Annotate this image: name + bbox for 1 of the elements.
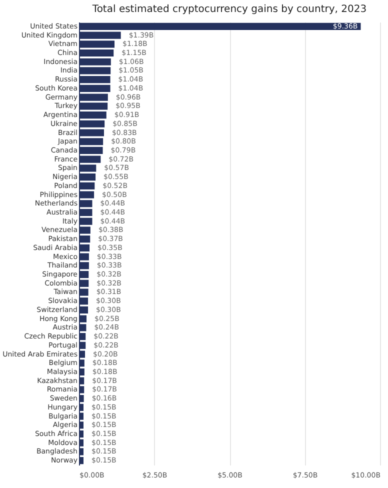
chart-title: Total estimated cryptocurrency gains by country, 2023 bbox=[91, 4, 367, 15]
